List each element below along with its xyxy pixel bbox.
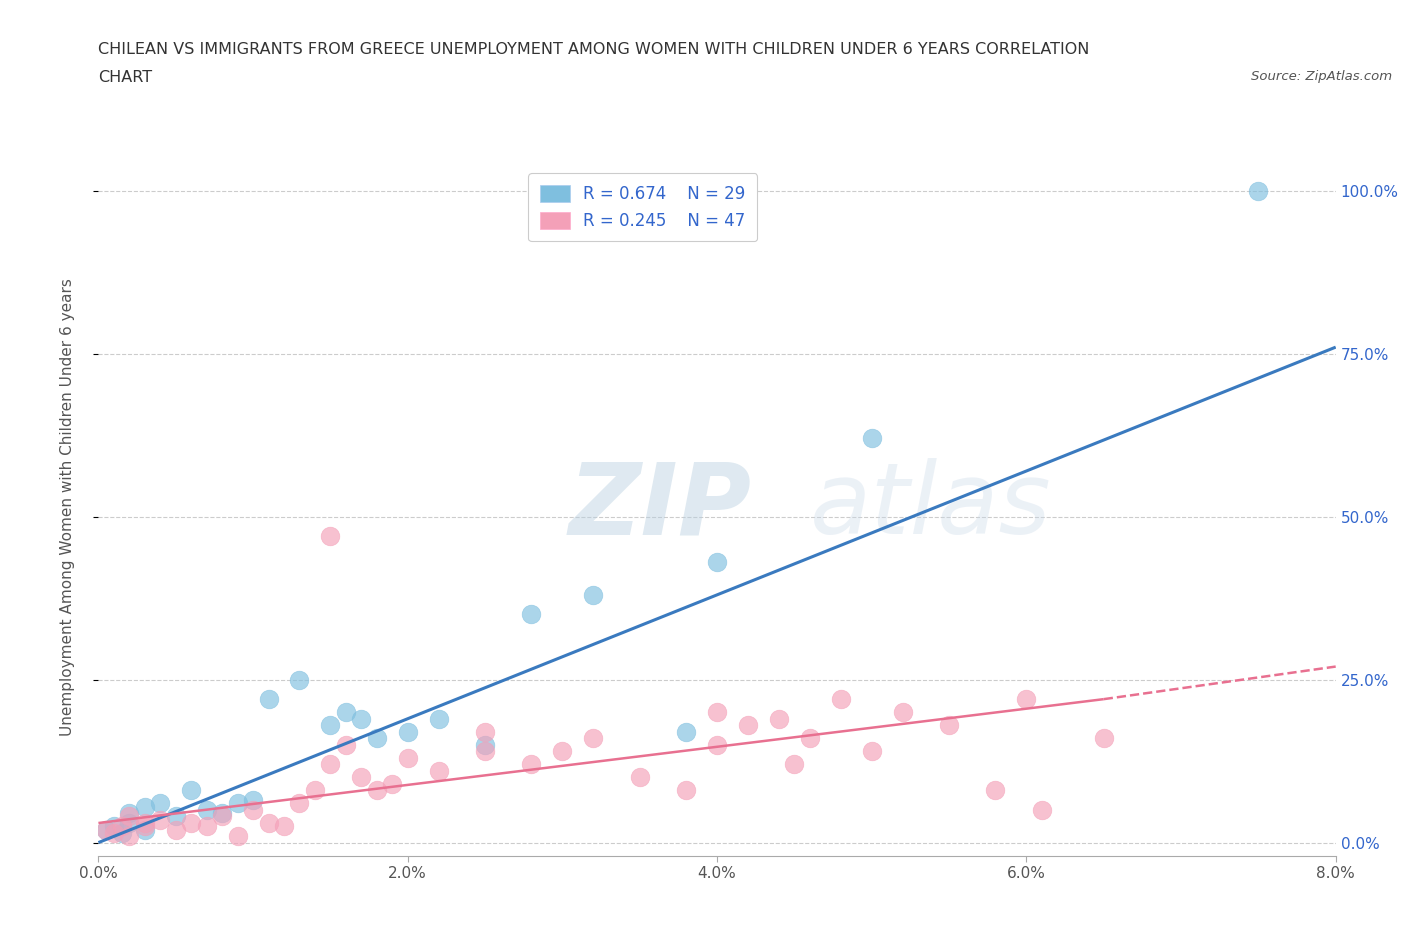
Immigrants from Greece	[366, 783, 388, 798]
Immigrants from Greece	[350, 770, 373, 785]
Immigrants from Greece	[768, 711, 790, 726]
Chileans	[118, 805, 141, 820]
Chileans	[1247, 183, 1270, 198]
Chileans	[675, 724, 697, 739]
Chileans	[335, 705, 357, 720]
Immigrants from Greece	[520, 757, 543, 772]
Chileans	[165, 809, 187, 824]
Immigrants from Greece	[319, 757, 342, 772]
Text: ZIP: ZIP	[568, 458, 752, 555]
Chileans	[242, 792, 264, 807]
Chileans	[149, 796, 172, 811]
Immigrants from Greece	[1031, 803, 1053, 817]
Text: CHILEAN VS IMMIGRANTS FROM GREECE UNEMPLOYMENT AMONG WOMEN WITH CHILDREN UNDER 6: CHILEAN VS IMMIGRANTS FROM GREECE UNEMPL…	[98, 42, 1090, 57]
Immigrants from Greece	[474, 724, 496, 739]
Immigrants from Greece	[474, 744, 496, 759]
Immigrants from Greece	[628, 770, 651, 785]
Immigrants from Greece	[1092, 731, 1115, 746]
Immigrants from Greece	[165, 822, 187, 837]
Chileans	[118, 816, 141, 830]
Immigrants from Greece	[304, 783, 326, 798]
Immigrants from Greece	[319, 529, 342, 544]
Immigrants from Greece	[938, 718, 960, 733]
Immigrants from Greece	[396, 751, 419, 765]
Chileans	[180, 783, 202, 798]
Immigrants from Greece	[134, 816, 156, 830]
Chileans	[96, 822, 118, 837]
Immigrants from Greece	[242, 803, 264, 817]
Immigrants from Greece	[1015, 692, 1038, 707]
Chileans	[288, 672, 311, 687]
Chileans	[396, 724, 419, 739]
Chileans	[520, 607, 543, 622]
Chileans	[706, 555, 728, 570]
Immigrants from Greece	[118, 829, 141, 844]
Chileans	[474, 737, 496, 752]
Chileans	[134, 799, 156, 814]
Chileans	[319, 718, 342, 733]
Immigrants from Greece	[118, 809, 141, 824]
Text: atlas: atlas	[810, 458, 1052, 555]
Chileans	[195, 803, 218, 817]
Immigrants from Greece	[675, 783, 697, 798]
Immigrants from Greece	[830, 692, 852, 707]
Text: Source: ZipAtlas.com: Source: ZipAtlas.com	[1251, 70, 1392, 83]
Chileans	[366, 731, 388, 746]
Immigrants from Greece	[706, 737, 728, 752]
Immigrants from Greece	[984, 783, 1007, 798]
Immigrants from Greece	[180, 816, 202, 830]
Chileans	[111, 825, 134, 840]
Immigrants from Greece	[335, 737, 357, 752]
Chileans	[427, 711, 450, 726]
Chileans	[226, 796, 249, 811]
Immigrants from Greece	[134, 818, 156, 833]
Immigrants from Greece	[381, 777, 404, 791]
Chileans	[350, 711, 373, 726]
Chileans	[257, 692, 280, 707]
Chileans	[211, 805, 233, 820]
Immigrants from Greece	[111, 818, 134, 833]
Text: CHART: CHART	[98, 70, 152, 85]
Immigrants from Greece	[891, 705, 914, 720]
Chileans	[103, 818, 125, 833]
Immigrants from Greece	[273, 818, 295, 833]
Immigrants from Greece	[96, 822, 118, 837]
Immigrants from Greece	[149, 812, 172, 827]
Immigrants from Greece	[195, 818, 218, 833]
Immigrants from Greece	[582, 731, 605, 746]
Chileans	[134, 822, 156, 837]
Y-axis label: Unemployment Among Women with Children Under 6 years: Unemployment Among Women with Children U…	[60, 278, 75, 736]
Immigrants from Greece	[288, 796, 311, 811]
Immigrants from Greece	[737, 718, 759, 733]
Immigrants from Greece	[103, 825, 125, 840]
Immigrants from Greece	[860, 744, 883, 759]
Immigrants from Greece	[706, 705, 728, 720]
Immigrants from Greece	[799, 731, 821, 746]
Immigrants from Greece	[257, 816, 280, 830]
Chileans	[582, 588, 605, 603]
Immigrants from Greece	[226, 829, 249, 844]
Immigrants from Greece	[783, 757, 806, 772]
Immigrants from Greece	[211, 809, 233, 824]
Chileans	[860, 431, 883, 445]
Immigrants from Greece	[551, 744, 574, 759]
Immigrants from Greece	[427, 764, 450, 778]
